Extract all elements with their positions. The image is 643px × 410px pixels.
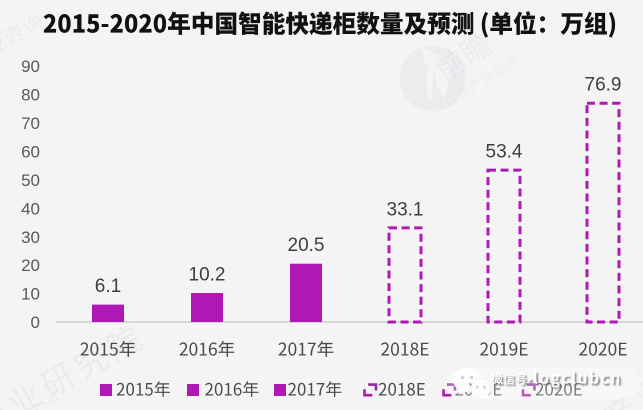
svg-text:10: 10 [21, 285, 40, 304]
svg-text:90: 90 [21, 57, 40, 76]
svg-text:76.9: 76.9 [585, 75, 622, 96]
svg-text:33.1: 33.1 [387, 199, 424, 220]
svg-text:40: 40 [21, 199, 40, 218]
svg-text:80: 80 [21, 86, 40, 105]
svg-text:53.4: 53.4 [486, 142, 523, 163]
svg-text:70: 70 [21, 114, 40, 133]
svg-text:30: 30 [21, 228, 40, 247]
svg-text:6.1: 6.1 [95, 276, 121, 297]
svg-text:0: 0 [31, 313, 40, 332]
svg-text:50: 50 [21, 171, 40, 190]
svg-text:10.2: 10.2 [189, 264, 226, 285]
svg-text:20: 20 [21, 256, 40, 275]
svg-text:60: 60 [21, 142, 40, 161]
svg-text:20.5: 20.5 [288, 235, 325, 256]
